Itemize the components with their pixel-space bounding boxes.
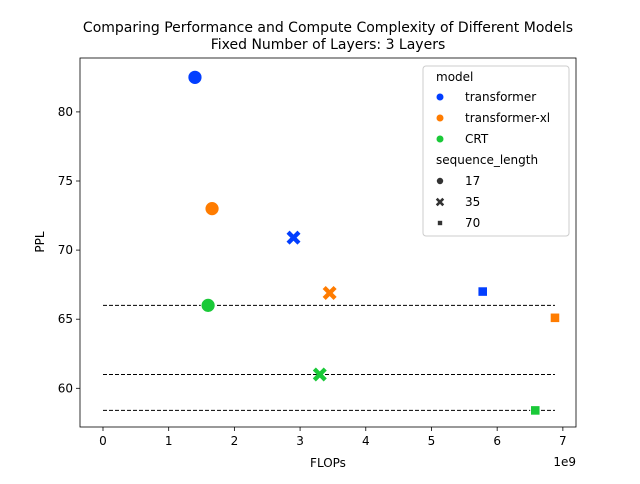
plot-area-frame xyxy=(79,57,577,428)
x-tick-label-0: 0 xyxy=(99,434,107,448)
x-tick-label-2: 2 xyxy=(231,434,239,448)
x-tick-label-5: 5 xyxy=(428,434,436,448)
legend-hue-swatch-0 xyxy=(436,93,444,101)
x-axis-offset-label: 1e9 xyxy=(553,455,576,469)
legend-style-swatch-2 xyxy=(437,220,443,226)
legend-hue-label-1: transformer-xl xyxy=(465,111,550,125)
data-point-5 xyxy=(549,312,561,323)
legend-style-label-2: 70 xyxy=(465,216,480,230)
y-axis-ticks: 60 65 70 75 80 xyxy=(58,105,80,395)
data-point-2 xyxy=(477,286,488,297)
legend-style-swatch-0 xyxy=(435,176,444,185)
x-tick-label-4: 4 xyxy=(362,434,370,448)
legend-hue-title: model xyxy=(436,70,473,84)
legend-frame xyxy=(422,65,570,237)
x-tick-label-6: 6 xyxy=(493,434,501,448)
y-tick-label-3: 75 xyxy=(58,174,73,188)
data-point-1 xyxy=(286,230,301,245)
data-point-0 xyxy=(187,69,203,85)
x-axis-label: FLOPs xyxy=(310,456,346,470)
data-point-8 xyxy=(530,405,541,416)
y-tick-label-0: 60 xyxy=(58,381,73,395)
legend-style-swatch-1 xyxy=(435,197,445,207)
data-point-4 xyxy=(322,285,337,300)
x-tick-label-3: 3 xyxy=(296,434,304,448)
data-point-4-stroke xyxy=(322,285,337,300)
legend-hue-label-2: CRT xyxy=(465,132,489,146)
legend-style-label-1: 35 xyxy=(465,195,480,209)
chart-title-line1: Comparing Performance and Compute Comple… xyxy=(83,20,573,36)
y-tick-label-1: 65 xyxy=(58,312,73,326)
data-point-7-stroke xyxy=(312,367,327,382)
legend: model transformer transformer-xl CRT sequenc… xyxy=(422,65,570,237)
data-point-3 xyxy=(204,201,220,217)
data-point-6 xyxy=(200,297,216,313)
y-tick-label-2: 70 xyxy=(58,243,73,257)
y-tick-label-4: 80 xyxy=(58,105,73,119)
y-axis-label: PPL xyxy=(33,231,47,252)
legend-style-title: sequence_length xyxy=(436,153,538,167)
data-point-7 xyxy=(312,367,327,382)
chart-title-line2: Fixed Number of Layers: 3 Layers xyxy=(211,37,446,53)
x-axis-ticks: 0 1 2 3 4 5 6 7 xyxy=(99,427,567,448)
x-tick-label-7: 7 xyxy=(559,434,567,448)
legend-style-swatch-1-stroke xyxy=(435,197,445,207)
legend-style-label-0: 17 xyxy=(465,174,480,188)
x-tick-label-1: 1 xyxy=(165,434,173,448)
legend-hue-swatch-1 xyxy=(436,114,444,122)
reference-lines xyxy=(102,304,555,411)
legend-hue-label-0: transformer xyxy=(465,90,536,104)
data-point-1-stroke xyxy=(286,230,301,245)
data-points xyxy=(187,69,561,416)
legend-hue-swatch-2 xyxy=(436,135,444,143)
